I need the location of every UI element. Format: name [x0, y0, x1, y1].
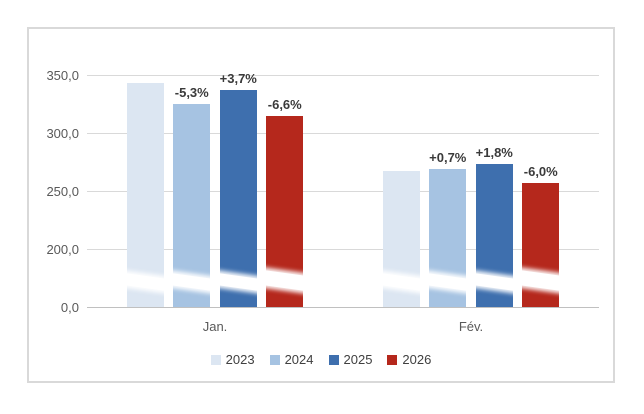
legend-label: 2024: [284, 352, 314, 367]
bar-2023-Fév[interactable]: [382, 171, 420, 307]
legend-item-2023[interactable]: 2023: [210, 352, 255, 367]
bar-2024-Fév[interactable]: [429, 169, 467, 307]
axis-break-tear: [173, 272, 211, 292]
axis-break-tear: [266, 269, 304, 292]
bar-2024-Jan[interactable]: [173, 104, 211, 307]
y-tick-label: 250,0: [46, 184, 79, 199]
x-axis-line: [87, 307, 599, 308]
data-label-2024-Fév: +0,7%: [429, 150, 467, 166]
category-label-Fév: Fév.: [458, 319, 484, 334]
legend-swatch-icon: [269, 355, 280, 365]
legend-swatch-icon: [210, 355, 221, 365]
axis-break-tear: [382, 272, 420, 292]
legend-item-2026[interactable]: 2026: [387, 353, 431, 367]
gridline: [87, 133, 599, 134]
legend-swatch-icon: [328, 355, 339, 365]
axis-break-tear: [522, 269, 560, 292]
axis-break-tear: [126, 272, 164, 292]
bar-2026-Jan[interactable]: [266, 116, 304, 307]
y-tick-label: 200,0: [46, 242, 79, 257]
data-label-2024-Jan: -5,3%: [174, 85, 209, 101]
axis-break-tear: [219, 272, 257, 292]
y-tick-label: 350,0: [46, 68, 79, 83]
legend-label: 2026: [402, 352, 432, 367]
data-label-2025-Fév: +1,8%: [475, 144, 513, 160]
axis-break-tear: [475, 272, 513, 292]
legend: 2023 2024 2025 2026: [29, 353, 613, 367]
gridline: [87, 249, 599, 250]
data-label-2026-Fév: -6,0%: [523, 163, 558, 179]
bar-2026-Fév[interactable]: [522, 182, 560, 307]
y-tick-label: 300,0: [46, 126, 79, 141]
plot-area: -5,3% +3,7% -6,6% +0,7% +1,8% -6,0%: [87, 29, 599, 307]
category-label-Jan: Jan.: [202, 319, 228, 334]
gridline: [87, 75, 599, 76]
gridline: [87, 191, 599, 192]
legend-label: 2025: [343, 352, 373, 367]
legend-item-2024[interactable]: 2024: [269, 352, 314, 367]
data-label-2025-Jan: +3,7%: [219, 71, 257, 87]
legend-item-2025[interactable]: 2025: [328, 352, 373, 367]
bar-2025-Fév[interactable]: [475, 163, 513, 307]
data-label-2026-Jan: -6,6%: [267, 97, 302, 113]
legend-swatch-icon: [387, 355, 398, 365]
chart-frame: 350,0 300,0 250,0 200,0 0,0 -5,3% +3,7% -6,6% +…: [27, 27, 615, 383]
axis-break-tear: [429, 272, 467, 292]
bar-2023-Jan[interactable]: [126, 83, 164, 307]
y-tick-label: 0,0: [60, 300, 79, 315]
legend-label: 2023: [225, 352, 255, 367]
bar-2025-Jan[interactable]: [219, 90, 257, 307]
